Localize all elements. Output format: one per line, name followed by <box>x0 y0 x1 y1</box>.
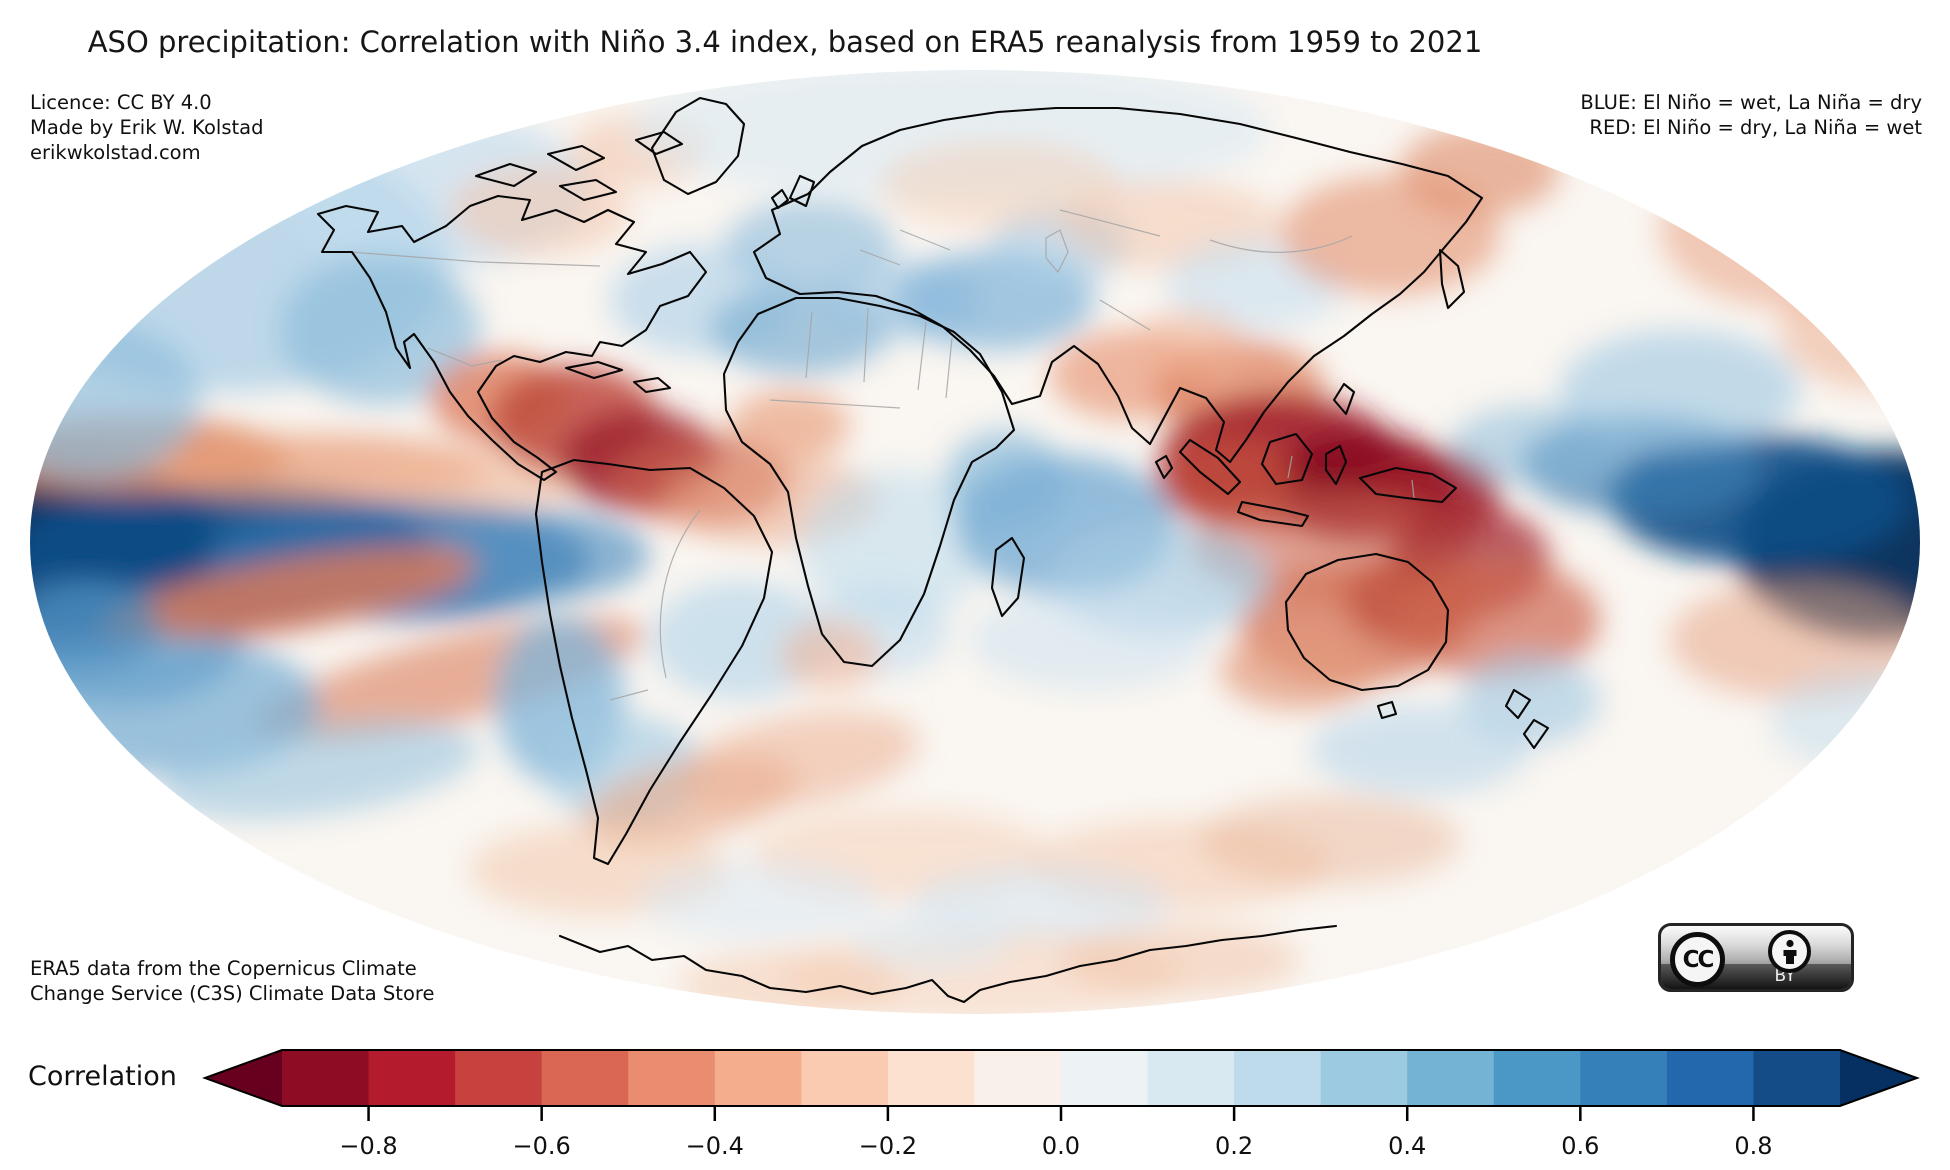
colorbar-segment <box>368 1050 456 1106</box>
page-title: ASO precipitation: Correlation with Niño… <box>87 25 1483 59</box>
legend-annotation: BLUE: El Niño = wet, La Niña = dry RED: … <box>1580 90 1922 140</box>
colorbar-segment <box>1580 1050 1668 1106</box>
colorbar-segment <box>974 1050 1062 1106</box>
colorbar-segment <box>1320 1050 1408 1106</box>
colorbar-segment <box>455 1050 543 1106</box>
colorbar-segment <box>1407 1050 1495 1106</box>
cc-by-badge: BY CC <box>1658 923 1854 992</box>
colorbar-tick-label: −0.8 <box>339 1132 397 1160</box>
colorbar-segment <box>282 1050 370 1106</box>
colorbar-segment <box>887 1050 976 1106</box>
colorbar-tick-label: 0.8 <box>1734 1132 1772 1160</box>
colorbar-segment <box>541 1050 629 1106</box>
colorbar-segment <box>714 1050 802 1106</box>
colorbar-tick-label: 0.0 <box>1042 1132 1080 1160</box>
colorbar-tick-label: −0.4 <box>686 1132 744 1160</box>
colorbar-label: Correlation <box>28 1061 177 1092</box>
colorbar-tick-label: −0.2 <box>859 1132 917 1160</box>
website-line: erikwkolstad.com <box>30 141 201 164</box>
license-line: Licence: CC BY 4.0 <box>30 91 212 114</box>
cc-logo-icon: CC <box>1670 932 1725 987</box>
colorbar-segment <box>801 1050 889 1106</box>
colorbar-arrow-left <box>205 1050 282 1106</box>
colorbar-segment <box>1061 1050 1149 1106</box>
attribution-person-icon <box>1768 930 1811 973</box>
country-borders <box>349 209 1415 701</box>
colorbar-segment <box>1666 1050 1755 1106</box>
colorbar-outline <box>202 1049 1920 1107</box>
colorbar-segment <box>1753 1050 1841 1106</box>
colorbar-segment <box>1493 1050 1581 1106</box>
colorbar-segment <box>1234 1050 1322 1106</box>
coastlines <box>316 96 1550 1004</box>
colorbar-segment <box>1147 1050 1235 1106</box>
colorbar-tick-label: −0.6 <box>513 1132 571 1160</box>
colorbar-segment <box>628 1050 716 1106</box>
source-line-1: ERA5 data from the Copernicus Climate <box>30 957 417 980</box>
author-line: Made by Erik W. Kolstad <box>30 116 264 139</box>
colorbar-tick-label: 0.4 <box>1388 1132 1426 1160</box>
legend-blue-line: BLUE: El Niño = wet, La Niña = dry <box>1580 91 1922 114</box>
colorbar: −0.8 −0.6 −0.4 −0.2 0.0 0.2 0.4 0.6 0.8 <box>202 1049 1920 1160</box>
license-annotation: Licence: CC BY 4.0 Made by Erik W. Kolst… <box>30 90 263 165</box>
colorbar-tick-label: 0.6 <box>1561 1132 1599 1160</box>
map-projection-ellipse <box>30 70 1920 1014</box>
legend-red-line: RED: El Niño = dry, La Niña = wet <box>1589 116 1922 139</box>
correlation-field <box>30 70 1920 1014</box>
colorbar-tick-label: 0.2 <box>1215 1132 1253 1160</box>
data-source-annotation: ERA5 data from the Copernicus Climate Ch… <box>30 956 434 1006</box>
source-line-2: Change Service (C3S) Climate Data Store <box>30 982 435 1005</box>
colorbar-arrow-right <box>1840 1050 1917 1106</box>
